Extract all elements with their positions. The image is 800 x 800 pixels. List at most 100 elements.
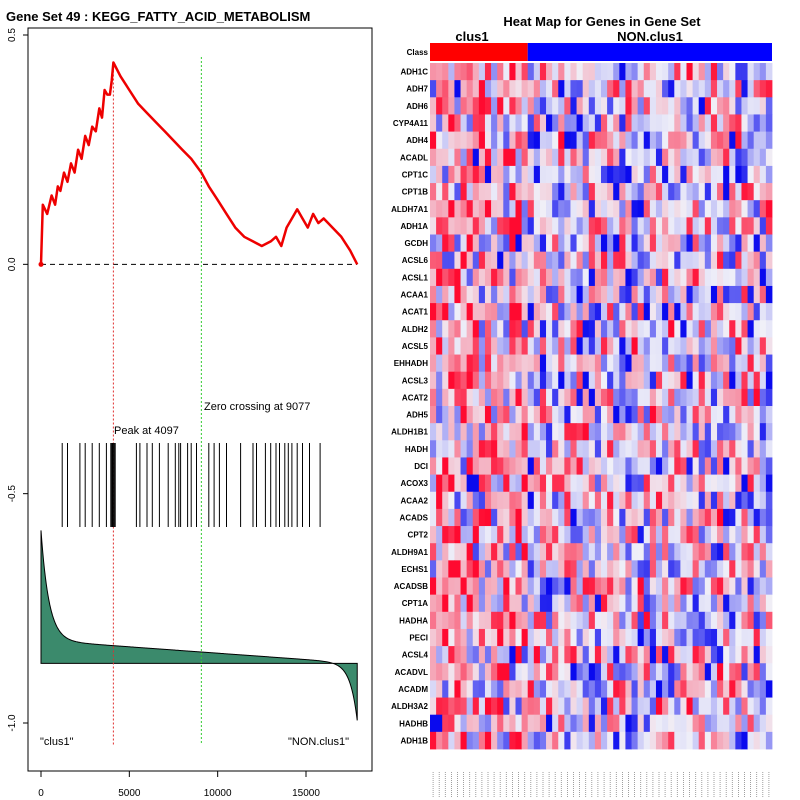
heatmap-cell <box>692 526 700 544</box>
heatmap-cell <box>466 320 474 338</box>
heatmap-cell <box>723 371 730 390</box>
heatmap-cell <box>747 165 755 184</box>
heatmap-cell <box>753 354 761 373</box>
heatmap-cell <box>729 423 736 441</box>
heatmap-cell <box>686 183 694 201</box>
heatmap-cell <box>503 285 510 304</box>
heatmap-cell <box>674 663 681 681</box>
heatmap-cell <box>643 337 651 355</box>
heatmap-cell <box>527 131 535 150</box>
heatmap-cell <box>570 285 577 304</box>
heatmap-cell <box>484 526 492 544</box>
heatmap-cell <box>601 251 608 270</box>
heatmap-cell <box>717 406 724 424</box>
heatmap-cell <box>747 423 755 441</box>
heatmap-cell <box>533 491 541 510</box>
heatmap-cell <box>448 457 455 475</box>
heatmap-cell <box>674 474 681 493</box>
heatmap-cell <box>430 560 437 578</box>
heatmap-cell <box>454 628 461 647</box>
heatmap-cell <box>430 406 437 424</box>
heatmap-cell <box>448 474 455 493</box>
heatmap-cell <box>430 131 437 150</box>
heatmap-cell <box>704 594 712 613</box>
heatmap-cell <box>643 251 651 270</box>
heatmap-cell <box>741 697 748 716</box>
heatmap-cell <box>674 63 681 81</box>
heatmap-cell <box>753 423 761 441</box>
heatmap-cell <box>619 577 626 596</box>
heatmap-cell <box>491 285 498 304</box>
heatmap-cell <box>472 731 480 750</box>
heatmap-cell <box>735 285 742 304</box>
heatmap-cell <box>503 234 510 253</box>
heatmap-cell <box>509 337 516 355</box>
heatmap-cell <box>576 217 584 235</box>
heatmap-cell <box>521 251 529 270</box>
heatmap-cell <box>613 303 620 321</box>
heatmap-cell <box>582 526 590 544</box>
heatmap-cell <box>723 80 730 98</box>
y-tick-label: 0.5 <box>7 28 18 42</box>
heatmap-cell <box>484 628 492 647</box>
heatmap-title: Heat Map for Genes in Gene Set <box>503 14 701 29</box>
heatmap-cell <box>594 285 602 304</box>
heatmap-cell <box>527 508 535 527</box>
heatmap-cell <box>686 337 694 355</box>
heatmap-cell <box>674 508 681 527</box>
heatmap-cell <box>735 423 742 441</box>
heatmap-cell <box>631 285 639 304</box>
heatmap-cell <box>478 491 486 510</box>
heatmap-cell <box>570 594 577 613</box>
heatmap-cell <box>478 303 486 321</box>
heatmap-cell <box>625 114 632 132</box>
heatmap-cell <box>735 97 742 115</box>
heatmap-cell <box>729 234 736 253</box>
heatmap-cell <box>649 697 657 716</box>
heatmap-cell <box>649 97 657 115</box>
heatmap-cell <box>533 663 541 681</box>
y-tick-label: 0.0 <box>7 257 18 271</box>
heatmap-cell <box>729 491 736 510</box>
heatmap-cell <box>747 406 755 424</box>
gene-label: ADH7 <box>406 85 428 94</box>
heatmap-cell <box>570 577 577 596</box>
heatmap-cell <box>472 663 480 681</box>
heatmap-cell <box>515 440 523 458</box>
hit-ticks <box>61 443 321 527</box>
heatmap-cell <box>588 560 596 578</box>
heatmap-cell <box>607 200 614 218</box>
heatmap-cell <box>436 406 443 424</box>
heatmap-cell <box>570 165 577 184</box>
heatmap-cell <box>613 80 620 98</box>
heatmap-cell <box>582 491 590 510</box>
heatmap-cell <box>729 285 736 304</box>
heatmap-cell <box>497 628 504 647</box>
heatmap-cell <box>491 217 498 235</box>
heatmap-cell <box>448 680 455 698</box>
heatmap-cell <box>497 285 504 304</box>
heatmap-cell <box>558 474 565 493</box>
heatmap-cell <box>710 714 718 733</box>
heatmap-cell <box>643 63 651 81</box>
heatmap-cell <box>576 285 584 304</box>
right-class-label: "NON.clus1" <box>288 736 349 748</box>
gene-label: ADH1C <box>400 68 428 77</box>
heatmap-cell <box>509 217 516 235</box>
heatmap-cell <box>643 200 651 218</box>
heatmap-cell <box>692 337 700 355</box>
heatmap-cell <box>478 200 486 218</box>
heatmap-cell <box>649 714 657 733</box>
heatmap-cell <box>497 663 504 681</box>
heatmap-cell <box>546 165 553 184</box>
heatmap-cell <box>729 628 736 647</box>
heatmap-cell <box>497 63 504 81</box>
heatmap-cell <box>631 577 639 596</box>
heatmap-cell <box>576 457 584 475</box>
heatmap-cell <box>625 234 632 253</box>
heatmap-cell <box>613 114 620 132</box>
heatmap-cell <box>607 526 614 544</box>
heatmap-cell <box>613 337 620 355</box>
heatmap-cell <box>454 406 461 424</box>
heatmap-cell <box>655 303 663 321</box>
